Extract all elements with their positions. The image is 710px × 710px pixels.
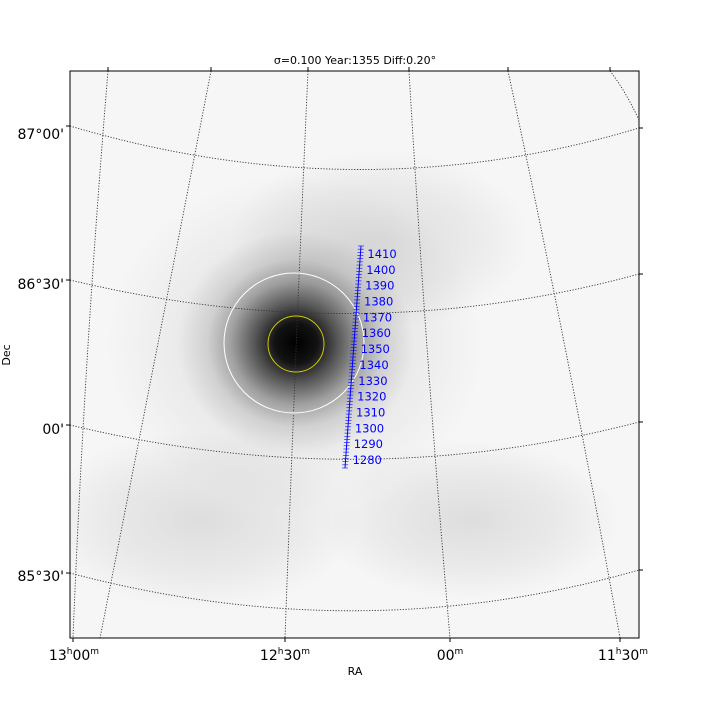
track-year-label: 1320 — [357, 390, 386, 404]
outer-circle — [223, 272, 365, 414]
inner-circle — [267, 315, 325, 373]
track-year-label: 1400 — [366, 263, 395, 277]
track-year-label: 1380 — [364, 295, 393, 309]
edge-ticks — [66, 67, 643, 642]
track-year-label: 1330 — [358, 374, 387, 388]
ra-line-12h45m — [99, 71, 212, 638]
track-year-label: 1310 — [356, 406, 385, 420]
ra-tick-labels: 13h00m 12h30m 00m 11h30m — [49, 647, 648, 664]
ra-line-11h45m — [609, 71, 639, 121]
axes-frame — [69, 70, 640, 639]
dec-tick-label: 85°30' — [18, 569, 64, 585]
track-year-label: 1300 — [355, 421, 384, 435]
ra-line-12h15m — [408, 71, 451, 638]
ra-line-12h30m — [284, 71, 309, 638]
track-year-label: 1370 — [363, 310, 392, 324]
x-axis-label: RA — [348, 665, 363, 678]
track-year-label: 1290 — [354, 437, 383, 451]
track-year-label: 1390 — [365, 279, 394, 293]
ra-tick-label: 11h30m — [598, 647, 648, 664]
dec-line-87-00 — [70, 125, 639, 170]
track-year-label: 1410 — [367, 247, 396, 261]
chart-title: σ=0.100 Year:1355 Diff:0.20° — [274, 54, 436, 67]
track-year-label: 1350 — [361, 342, 390, 356]
graticule — [70, 71, 639, 638]
y-axis-label: Dec — [0, 344, 13, 365]
dec-tick-label: 86°30' — [18, 277, 64, 293]
dec-tick-label: 87°00' — [18, 127, 64, 143]
ra-line-12h00m — [507, 71, 621, 638]
dec-tick-labels: 87°00' 86°30' 00' 85°30' — [18, 127, 64, 585]
track-year-label: 1360 — [362, 326, 391, 340]
track-year-label: 1340 — [359, 358, 388, 372]
ra-tick-label: 00m — [437, 647, 464, 664]
track-year-label: 1280 — [353, 453, 382, 467]
ra-tick-label: 13h00m — [49, 647, 99, 664]
ra-tick-label: 12h30m — [260, 647, 310, 664]
ra-line-13h00m — [72, 71, 109, 638]
dec-tick-label: 00' — [42, 422, 64, 438]
